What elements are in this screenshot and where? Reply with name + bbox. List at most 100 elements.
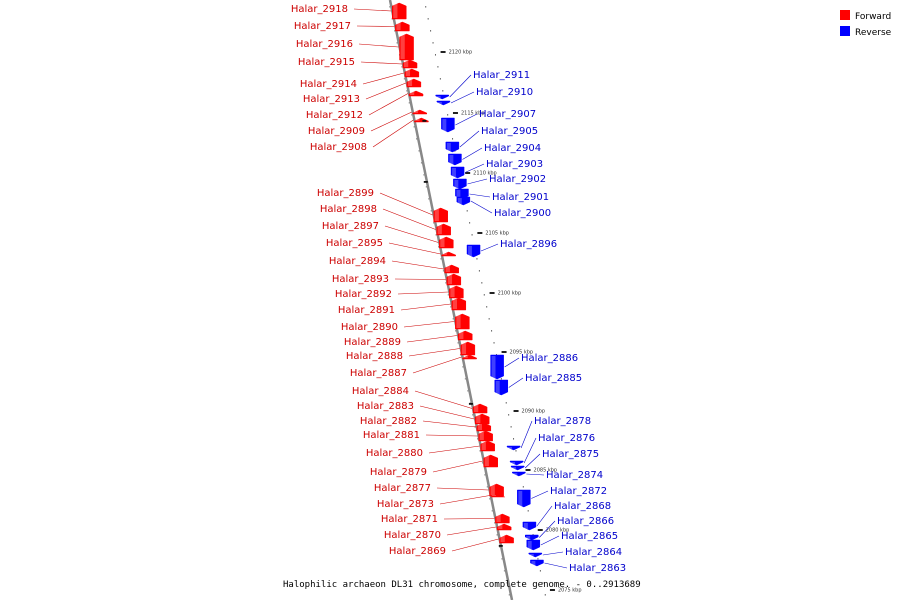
- gene-label-forward[interactable]: Halar_2888: [346, 351, 403, 362]
- gene-label-reverse[interactable]: Halar_2874: [546, 470, 603, 481]
- gene-feature[interactable]: [450, 166, 465, 179]
- gene-feature[interactable]: [433, 207, 448, 223]
- gene-label-forward[interactable]: Halar_2893: [332, 274, 389, 285]
- gene-feature[interactable]: [466, 244, 481, 258]
- gene-feature[interactable]: [402, 59, 418, 69]
- gene-label-reverse[interactable]: Halar_2885: [525, 373, 582, 384]
- gene-feature[interactable]: [460, 341, 476, 356]
- gene-label-reverse[interactable]: Halar_2901: [492, 192, 549, 203]
- gene-feature[interactable]: [510, 465, 525, 471]
- gene-feature[interactable]: [489, 483, 504, 497]
- gene-label-forward[interactable]: Halar_2891: [338, 305, 395, 316]
- gene-feature[interactable]: [526, 539, 541, 551]
- gene-label-forward[interactable]: Halar_2899: [317, 188, 374, 199]
- gene-feature[interactable]: [517, 489, 531, 508]
- gene-feature[interactable]: [495, 513, 510, 524]
- gene-label-forward[interactable]: Halar_2890: [341, 322, 398, 333]
- gene-label-forward[interactable]: Halar_2894: [329, 256, 386, 267]
- gene-feature[interactable]: [412, 109, 428, 115]
- gene-label-reverse[interactable]: Halar_2865: [561, 531, 618, 542]
- gene-label-reverse[interactable]: Halar_2904: [484, 143, 541, 154]
- gene-feature[interactable]: [490, 354, 504, 380]
- gene-feature[interactable]: [474, 413, 490, 425]
- gene-feature[interactable]: [451, 297, 467, 311]
- gene-label-reverse[interactable]: Halar_2876: [538, 433, 595, 444]
- gene-label-reverse[interactable]: Halar_2905: [481, 126, 538, 137]
- gene-feature[interactable]: [480, 440, 495, 452]
- gene-feature[interactable]: [483, 454, 498, 468]
- gene-label-forward[interactable]: Halar_2881: [363, 430, 420, 441]
- gene-feature[interactable]: [395, 21, 410, 32]
- gene-label-forward[interactable]: Halar_2879: [370, 467, 427, 478]
- gene-feature[interactable]: [462, 354, 477, 360]
- gene-label-reverse[interactable]: Halar_2910: [476, 87, 533, 98]
- gene-feature[interactable]: [441, 117, 455, 133]
- gene-label-reverse[interactable]: Halar_2875: [542, 449, 599, 460]
- gene-feature[interactable]: [455, 313, 470, 330]
- gene-feature[interactable]: [456, 196, 471, 206]
- gene-label-reverse[interactable]: Halar_2868: [554, 501, 611, 512]
- gene-label-forward[interactable]: Halar_2880: [366, 448, 423, 459]
- gene-label-forward[interactable]: Halar_2873: [377, 499, 434, 510]
- gene-label-forward[interactable]: Halar_2914: [300, 79, 357, 90]
- gene-label-forward[interactable]: Halar_2913: [303, 94, 360, 105]
- gene-label-forward[interactable]: Halar_2898: [320, 204, 377, 215]
- gene-label-forward[interactable]: Halar_2870: [384, 530, 441, 541]
- gene-label-reverse[interactable]: Halar_2863: [569, 563, 626, 574]
- gene-label-forward[interactable]: Halar_2892: [335, 289, 392, 300]
- gene-label-forward[interactable]: Halar_2883: [357, 401, 414, 412]
- gene-feature[interactable]: [441, 251, 456, 257]
- gene-feature[interactable]: [472, 403, 488, 414]
- gene-feature[interactable]: [494, 379, 509, 396]
- gene-label-reverse[interactable]: Halar_2864: [565, 547, 622, 558]
- gene-feature[interactable]: [453, 178, 467, 190]
- gene-label-forward[interactable]: Halar_2871: [381, 514, 438, 525]
- gene-label-forward[interactable]: Halar_2889: [344, 337, 401, 348]
- gene-feature[interactable]: [530, 559, 544, 567]
- gene-feature[interactable]: [444, 264, 459, 274]
- gene-feature[interactable]: [404, 68, 420, 78]
- gene-feature[interactable]: [436, 100, 451, 106]
- gene-feature[interactable]: [496, 523, 512, 531]
- gene-feature[interactable]: [448, 153, 462, 166]
- gene-label-forward[interactable]: Halar_2915: [298, 57, 355, 68]
- gene-feature[interactable]: [506, 445, 521, 451]
- gene-feature[interactable]: [509, 460, 524, 466]
- gene-label-forward[interactable]: Halar_2882: [360, 416, 417, 427]
- gene-feature[interactable]: [406, 78, 422, 88]
- gene-label-forward[interactable]: Halar_2908: [310, 142, 367, 153]
- gene-label-forward[interactable]: Halar_2877: [374, 483, 431, 494]
- gene-label-forward[interactable]: Halar_2869: [389, 546, 446, 557]
- gene-label-reverse[interactable]: Halar_2886: [521, 353, 578, 364]
- gene-feature[interactable]: [457, 330, 473, 341]
- gene-feature[interactable]: [512, 471, 526, 477]
- gene-feature[interactable]: [476, 422, 492, 432]
- gene-feature[interactable]: [445, 141, 460, 153]
- gene-label-reverse[interactable]: Halar_2902: [489, 174, 546, 185]
- gene-feature[interactable]: [449, 285, 464, 299]
- gene-label-reverse[interactable]: Halar_2866: [557, 516, 614, 527]
- gene-feature[interactable]: [490, 493, 505, 498]
- gene-label-reverse[interactable]: Halar_2907: [479, 109, 536, 120]
- gene-feature[interactable]: [499, 534, 514, 544]
- gene-feature[interactable]: [436, 223, 451, 236]
- gene-label-forward[interactable]: Halar_2897: [322, 221, 379, 232]
- gene-label-forward[interactable]: Halar_2895: [326, 238, 383, 249]
- gene-label-forward[interactable]: Halar_2916: [296, 39, 353, 50]
- gene-label-reverse[interactable]: Halar_2872: [550, 486, 607, 497]
- gene-label-reverse[interactable]: Halar_2903: [486, 159, 543, 170]
- gene-feature[interactable]: [399, 33, 414, 61]
- gene-feature[interactable]: [525, 534, 539, 541]
- gene-label-forward[interactable]: Halar_2884: [352, 386, 409, 397]
- gene-label-forward[interactable]: Halar_2909: [308, 126, 365, 137]
- gene-feature[interactable]: [439, 236, 454, 249]
- gene-label-reverse[interactable]: Halar_2896: [500, 239, 557, 250]
- gene-feature[interactable]: [522, 521, 537, 531]
- gene-label-reverse[interactable]: Halar_2911: [473, 70, 530, 81]
- gene-feature[interactable]: [478, 430, 493, 442]
- gene-feature[interactable]: [408, 90, 424, 97]
- gene-feature[interactable]: [446, 273, 462, 286]
- gene-label-forward[interactable]: Halar_2917: [294, 21, 351, 32]
- gene-label-forward[interactable]: Halar_2918: [291, 4, 348, 15]
- gene-label-forward[interactable]: Halar_2887: [350, 368, 407, 379]
